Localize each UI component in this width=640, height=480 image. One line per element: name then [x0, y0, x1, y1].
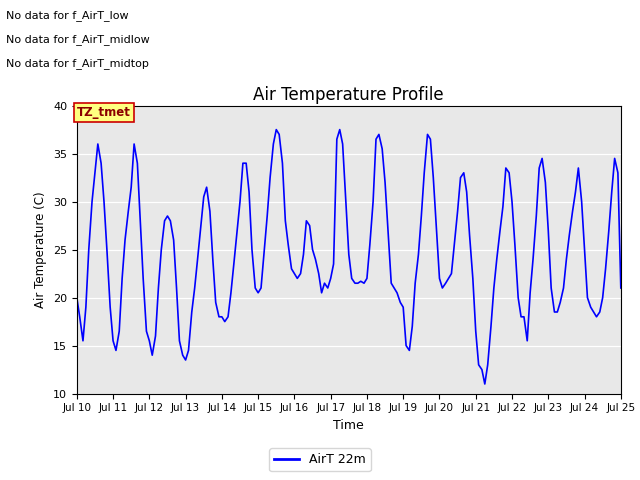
Y-axis label: Air Temperature (C): Air Temperature (C) [35, 192, 47, 308]
Legend: AirT 22m: AirT 22m [269, 448, 371, 471]
Text: No data for f_AirT_low: No data for f_AirT_low [6, 10, 129, 21]
X-axis label: Time: Time [333, 419, 364, 432]
Title: Air Temperature Profile: Air Temperature Profile [253, 86, 444, 104]
Text: No data for f_AirT_midtop: No data for f_AirT_midtop [6, 58, 149, 69]
Text: TZ_tmet: TZ_tmet [77, 106, 131, 119]
Text: No data for f_AirT_midlow: No data for f_AirT_midlow [6, 34, 150, 45]
